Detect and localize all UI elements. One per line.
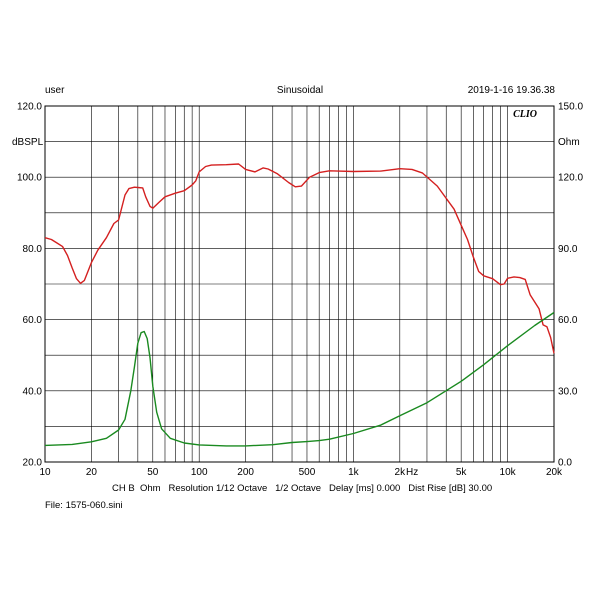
brand-label: CLIO — [513, 109, 537, 120]
y-left-tick-label: 80.0 — [23, 244, 43, 255]
x-tick-label: 10 — [39, 467, 51, 478]
header-user: user — [45, 85, 65, 96]
y-right-tick-label: 120.0 — [558, 173, 583, 184]
x-tick-label: 20k — [546, 467, 563, 478]
header-mode: Sinusoidal — [276, 85, 324, 96]
y-right-tick-label: 90.0 — [558, 244, 578, 255]
footer-file: File: 1575-060.sini — [45, 500, 123, 511]
plot-frame — [44, 105, 555, 463]
x-tick-label: 50 — [147, 467, 159, 478]
header-datetime: 2019-1-16 19.36.38 — [467, 85, 555, 96]
right-axis-label: Ohm — [558, 137, 580, 148]
y-right-tick-label: 30.0 — [558, 386, 578, 397]
y-left-tick-label: 20.0 — [23, 458, 43, 469]
y-left-tick-label: 120.0 — [17, 102, 42, 113]
left-axis-label: dBSPL — [12, 137, 44, 148]
x-tick-label: 5k — [456, 467, 468, 478]
footer-settings: CH B Ohm Resolution 1/12 Octave 1/2 Octa… — [112, 483, 493, 494]
y-right-tick-label: 0.0 — [558, 458, 572, 469]
x-tick-label: 100 — [191, 467, 208, 478]
y-left-tick-label: 40.0 — [23, 386, 43, 397]
x-tick-label: 500 — [299, 467, 316, 478]
y-right-tick-label: 60.0 — [558, 315, 578, 326]
y-left-tick-label: 60.0 — [23, 315, 43, 326]
x-tick-label: 200 — [237, 467, 254, 478]
spl-response-line — [44, 163, 555, 354]
x-tick-label: 20 — [86, 467, 98, 478]
y-left-tick-label: 100.0 — [17, 173, 42, 184]
x-tick-label: 2k — [395, 467, 407, 478]
x-tick-label: 1k — [348, 467, 360, 478]
chart-grid — [45, 106, 554, 462]
x-axis-unit-label: Hz — [406, 467, 418, 478]
y-right-tick-label: 150.0 — [558, 102, 583, 113]
impedance-line — [44, 311, 555, 447]
x-tick-label: 10k — [500, 467, 517, 478]
